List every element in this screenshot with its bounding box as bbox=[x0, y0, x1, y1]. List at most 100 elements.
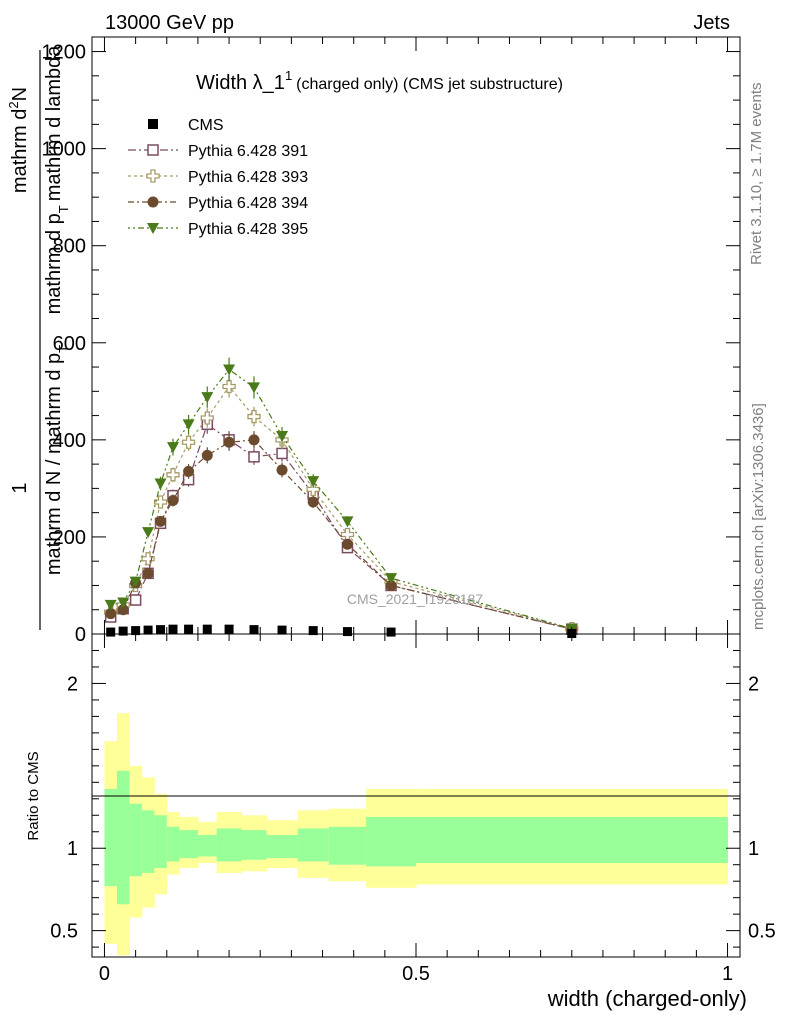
data-point bbox=[247, 409, 261, 424]
legend-marker-cms bbox=[148, 119, 158, 129]
y-tick-label: 200 bbox=[53, 527, 86, 549]
chart-title-sup: 1 bbox=[285, 68, 292, 83]
ratio-band-inner bbox=[104, 788, 118, 887]
data-point bbox=[223, 364, 236, 376]
x-axis-label: width (charged-only) bbox=[547, 986, 747, 1011]
data-point bbox=[104, 599, 117, 611]
data-point bbox=[200, 411, 214, 425]
data-point bbox=[276, 464, 288, 476]
y-axis-label: 1 mathrm d N / mathrm d pT mathrm d2N ma… bbox=[6, 45, 71, 630]
data-point bbox=[341, 516, 354, 528]
chart-title-main: Width λ_1 bbox=[196, 72, 285, 94]
data-point bbox=[146, 169, 160, 183]
ratio-tick-label-right: 0.5 bbox=[748, 921, 776, 943]
data-point bbox=[276, 430, 289, 442]
watermark: CMS_2021_I1920187 bbox=[347, 591, 483, 607]
y-tick-label: 600 bbox=[53, 333, 86, 355]
data-point bbox=[277, 625, 287, 635]
legend-label-cms: CMS bbox=[188, 117, 224, 134]
data-point bbox=[147, 196, 159, 208]
data-point bbox=[147, 144, 159, 156]
data-point bbox=[307, 496, 319, 508]
y-label-numerator: 1 bbox=[9, 482, 31, 493]
data-point bbox=[248, 451, 260, 463]
mcplots-label: mcplots.cern.ch [arXiv:1306.3436] bbox=[750, 403, 767, 630]
ratio-tick-label: 2 bbox=[67, 673, 78, 695]
chart-title-sub: (charged only) (CMS jet substructure) bbox=[296, 76, 563, 93]
y-label-right-denominator: mathrm d pTmathrm d lambda bbox=[43, 45, 71, 315]
axes: 0 200 400 600 800 1000 1200 0 0.5 1 0.5 0.5 1 1 2 2 bbox=[42, 37, 776, 985]
data-point bbox=[155, 515, 167, 527]
data-point bbox=[105, 608, 117, 620]
data-point bbox=[117, 604, 129, 616]
ratio-tick-label: 0.5 bbox=[50, 921, 78, 943]
legend-label: Pythia 6.428 391 bbox=[188, 143, 308, 160]
ratio-tick-label-right: 1 bbox=[748, 838, 759, 860]
ratio-band-inner bbox=[197, 835, 218, 857]
y-tick-label: 1000 bbox=[42, 139, 87, 161]
data-point bbox=[156, 625, 166, 635]
data-point bbox=[142, 527, 155, 539]
y-tick-label: 400 bbox=[53, 430, 86, 452]
data-point bbox=[223, 436, 235, 448]
data-point bbox=[129, 594, 142, 606]
data-point bbox=[117, 597, 130, 609]
ratio-band-inner bbox=[366, 816, 417, 867]
ratio-axis-label: Ratio to CMS bbox=[25, 751, 42, 840]
data-point bbox=[342, 627, 352, 637]
ratio-bands bbox=[104, 713, 729, 956]
data-point bbox=[166, 468, 180, 482]
ratio-tick-label: 1 bbox=[67, 838, 78, 860]
x-tick-label: 0 bbox=[99, 963, 110, 985]
ratio-band-inner bbox=[141, 810, 155, 873]
data-point bbox=[248, 382, 260, 394]
ratio-band-inner bbox=[116, 770, 130, 905]
series-1 bbox=[104, 414, 578, 635]
ratio-tick-label-right: 2 bbox=[748, 673, 759, 695]
data-point bbox=[183, 465, 195, 477]
y-label-right-numerator: mathrm d2N bbox=[6, 87, 31, 193]
legend: CMS Pythia 6.428 391 Pythia 6.428 393 Pyth… bbox=[128, 117, 308, 238]
series-cms bbox=[106, 624, 577, 639]
data-point bbox=[386, 627, 396, 637]
data-point bbox=[202, 624, 212, 634]
ratio-band-inner bbox=[241, 830, 267, 860]
x-tick-label: 0.5 bbox=[402, 963, 430, 985]
y-tick-label: 800 bbox=[53, 236, 86, 258]
ratio-band-inner bbox=[297, 828, 330, 862]
ratio-band-inner bbox=[216, 828, 243, 862]
data-point bbox=[147, 223, 159, 234]
category-label: Jets bbox=[693, 12, 730, 34]
y-tick-label: 1200 bbox=[42, 42, 87, 64]
data-point bbox=[129, 576, 142, 588]
series-line bbox=[110, 385, 572, 630]
data-point bbox=[276, 447, 288, 460]
ratio-band-inner bbox=[129, 803, 143, 877]
data-point bbox=[249, 625, 259, 635]
ratio-band-inner bbox=[166, 826, 180, 862]
ratio-band-inner bbox=[266, 835, 299, 859]
data-point bbox=[201, 392, 214, 404]
data-point bbox=[153, 495, 168, 509]
data-point bbox=[341, 538, 353, 550]
main-marks bbox=[104, 357, 579, 639]
data-point bbox=[106, 627, 116, 637]
data-point bbox=[248, 434, 260, 446]
series-4 bbox=[104, 357, 578, 635]
data-point bbox=[307, 476, 320, 488]
x-tick-label: 1 bbox=[722, 963, 733, 985]
data-point bbox=[167, 495, 179, 507]
data-point bbox=[182, 419, 195, 431]
chart-title: Width λ_11 (charged only) (CMS jet substr… bbox=[196, 68, 563, 94]
data-point bbox=[142, 567, 154, 579]
legend-label: Pythia 6.428 394 bbox=[188, 195, 308, 212]
data-point bbox=[118, 626, 128, 636]
ratio-band-inner bbox=[328, 826, 367, 865]
y-tick-label: 0 bbox=[75, 624, 86, 646]
y-label-denominator: mathrm d N / mathrm d pT bbox=[43, 345, 71, 575]
data-point bbox=[306, 482, 320, 497]
ratio-band-inner bbox=[416, 816, 729, 864]
data-point bbox=[154, 478, 167, 490]
